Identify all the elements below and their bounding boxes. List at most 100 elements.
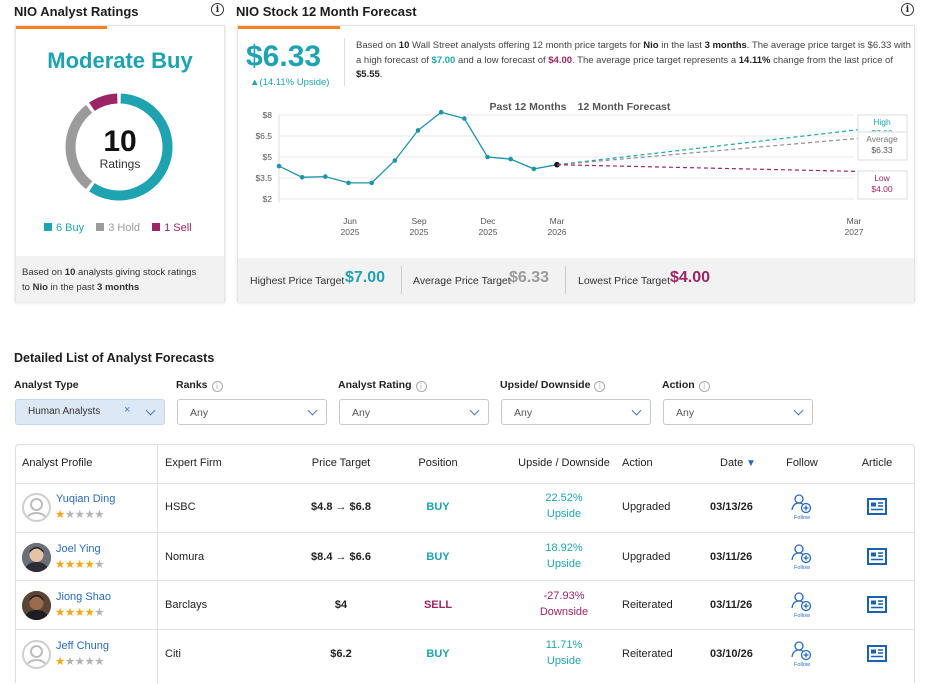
sort-desc-icon[interactable]: ▼ [743, 458, 756, 469]
description-part: and a low forecast of [455, 54, 549, 66]
article-icon [867, 596, 887, 613]
article-icon [867, 548, 887, 565]
description-part: Based on [356, 40, 399, 51]
filter-select-analyst-type[interactable]: Human Analysts × [15, 399, 165, 425]
average-callout-label: Average [866, 134, 898, 144]
price-target: $8.4 → $6.6 [311, 551, 371, 563]
star-empty-icon: ★ [84, 509, 95, 521]
detailed-title: Detailed List of Analyst Forecasts [14, 351, 215, 365]
lowest-value: $4.00 [670, 269, 711, 286]
avatar[interactable] [22, 640, 51, 669]
header-divider [16, 483, 914, 484]
ratings-donut [65, 93, 173, 201]
column-header-article: Article [861, 457, 893, 469]
average-callout-value: $6.33 [871, 145, 893, 155]
low-callout: Low$4.00 [857, 170, 908, 200]
article-icon [867, 498, 887, 515]
column-header-position: Position [418, 457, 458, 469]
star-rating: ★★★★★ [55, 654, 105, 668]
star-filled-icon: ★ [64, 607, 75, 619]
column-header-analyst-profile: Analyst Profile [22, 457, 93, 469]
avatar[interactable] [22, 591, 51, 620]
info-icon[interactable]: i [901, 3, 914, 16]
article-button[interactable] [867, 498, 887, 515]
chevron-down-icon [631, 405, 642, 416]
x-tick-year: 2025 [341, 227, 360, 237]
y-tick-label: $3.5 [255, 173, 272, 183]
donut-sell-segment [89, 93, 118, 112]
legend-buy-label: 6 Buy [56, 222, 85, 234]
avatar[interactable] [22, 493, 51, 522]
upside-percent: 22.52% [545, 492, 583, 504]
info-icon[interactable]: i [415, 381, 427, 392]
x-tick-month: Jun [343, 216, 357, 226]
x-tick-year: 2025 [410, 227, 429, 237]
rating-action: Upgraded [622, 551, 671, 563]
description-part: . The average price target represents a [572, 54, 739, 66]
filter-label: Upside/ Downside i [500, 379, 606, 392]
follow-button[interactable]: Follow [788, 493, 816, 523]
description-part: $5.55 [356, 69, 380, 80]
divider [565, 266, 566, 294]
price-point [438, 109, 444, 115]
follow-button[interactable]: Follow [788, 640, 816, 670]
star-filled-icon: ★ [64, 559, 75, 571]
buy-swatch [44, 223, 52, 231]
info-icon[interactable]: i [211, 3, 224, 16]
position-badge: BUY [426, 551, 450, 563]
filter-label: Ranks i [176, 379, 223, 392]
filter-label-text: Ranks [176, 379, 208, 391]
clear-filter-icon[interactable]: × [124, 404, 131, 416]
article-button[interactable] [867, 645, 887, 662]
filter-value: Any [352, 407, 371, 419]
description-part: Wall Street analysts offering 12 month p… [409, 40, 644, 51]
analyst-name-link[interactable]: Yuqian Ding [56, 493, 116, 505]
card-accent-bar [238, 26, 340, 29]
expert-firm: Nomura [165, 551, 205, 563]
follow-icon [791, 494, 812, 514]
legend-sell-label: 1 Sell [164, 222, 192, 234]
article-button[interactable] [867, 596, 887, 613]
filter-select-ranks[interactable]: Any [177, 399, 327, 425]
follow-button[interactable]: Follow [788, 591, 816, 621]
star-filled-icon: ★ [55, 559, 65, 571]
star-empty-icon: ★ [64, 656, 75, 668]
analyst-name-link[interactable]: Joel Ying [56, 543, 101, 555]
filter-label: Analyst Type [14, 379, 79, 391]
ratings-count-label: Ratings [99, 157, 141, 171]
star-empty-icon: ★ [94, 656, 105, 668]
highest-value: $7.00 [345, 269, 386, 286]
avatar[interactable] [22, 543, 51, 572]
article-button[interactable] [867, 548, 887, 565]
follow-icon [791, 592, 812, 612]
forecast-table: Analyst Profile Expert Firm Price Target Po… [15, 444, 915, 684]
price-point [531, 166, 537, 172]
low-forecast-line [556, 164, 859, 173]
star-rating: ★★★★★ [55, 605, 105, 619]
star-rating: ★★★★★ [55, 507, 105, 521]
info-icon[interactable]: i [594, 381, 606, 392]
low-callout-value: $4.00 [871, 184, 893, 194]
info-icon[interactable]: i [698, 381, 710, 392]
column-header-date[interactable]: Date ▼ [720, 457, 756, 469]
star-filled-icon: ★ [55, 509, 65, 521]
price-point [276, 163, 282, 169]
divider [344, 38, 345, 86]
info-icon[interactable]: i [211, 381, 223, 392]
highest-label: Highest Price Target [250, 275, 345, 287]
analyst-name-link[interactable]: Jiong Shao [56, 591, 112, 603]
filter-select-upside-downside[interactable]: Any [501, 399, 651, 425]
filter-label: Action i [662, 379, 710, 392]
column-header-upside-downside: Upside / Downside [518, 457, 610, 469]
chevron-down-icon [793, 405, 804, 416]
filter-select-analyst-rating[interactable]: Any [339, 399, 489, 425]
upside-direction: Upside [546, 558, 582, 570]
rating-date: 03/11/26 [710, 599, 753, 611]
table-row: Jeff Chung ★★★★★ Citi $6.2 BUY 11.71% Upside Re… [16, 629, 914, 678]
rating-date: 03/10/26 [710, 648, 753, 660]
star-filled-icon: ★ [74, 607, 85, 619]
follow-button[interactable]: Follow [788, 543, 816, 573]
star-empty-icon: ★ [94, 509, 105, 521]
analyst-name-link[interactable]: Jeff Chung [56, 640, 110, 652]
filter-select-action[interactable]: Any [663, 399, 813, 425]
